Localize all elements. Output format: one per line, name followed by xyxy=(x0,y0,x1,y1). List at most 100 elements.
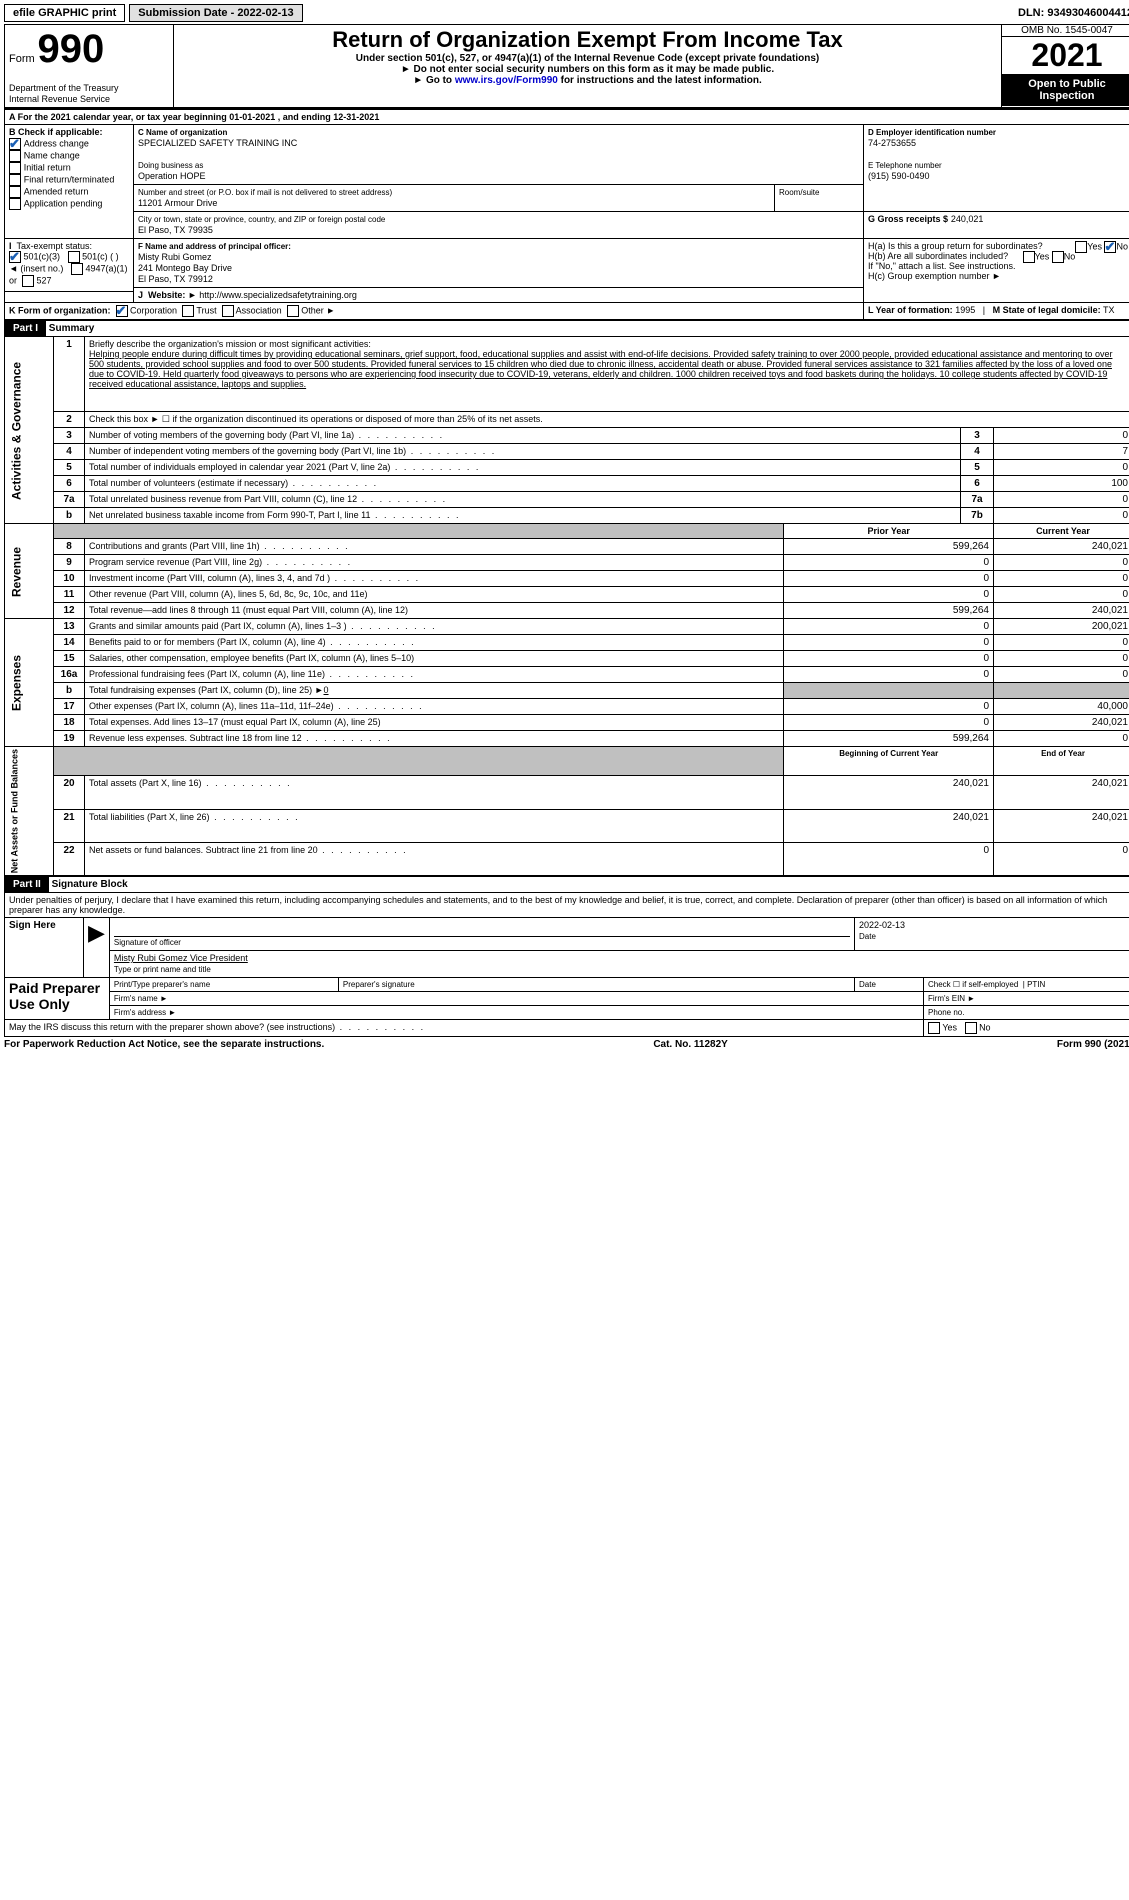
amended-return-label: Amended return xyxy=(24,187,89,197)
name-change-checkbox[interactable] xyxy=(9,150,21,162)
officer-addr1: 241 Montego Bay Drive xyxy=(138,263,232,273)
irs-link[interactable]: www.irs.gov/Form990 xyxy=(455,75,558,86)
ha-no-checkbox[interactable] xyxy=(1104,241,1116,253)
l4: Number of independent voting members of … xyxy=(85,444,961,460)
trust-checkbox[interactable] xyxy=(182,305,194,317)
discuss-yes-checkbox[interactable] xyxy=(928,1022,940,1034)
part1-label: Part I xyxy=(5,321,46,336)
goto-pre: ► Go to xyxy=(413,75,455,86)
corp-checkbox[interactable] xyxy=(116,305,128,317)
website-label: Website: ► xyxy=(148,290,197,300)
v3: 0 xyxy=(994,428,1129,444)
prior-year-hdr: Prior Year xyxy=(784,524,994,539)
v6: 100 xyxy=(994,476,1129,492)
begin-hdr: Beginning of Current Year xyxy=(784,747,994,776)
omb-no: OMB No. 1545-0047 xyxy=(1002,25,1129,37)
hc-label: H(c) Group exemption number ► xyxy=(868,271,1001,281)
paid-preparer-label: Paid Preparer Use Only xyxy=(5,978,110,1020)
v5: 0 xyxy=(994,460,1129,476)
type-name-label: Type or print name and title xyxy=(114,965,211,974)
hb-no-checkbox[interactable] xyxy=(1052,251,1064,263)
l10: Investment income (Part VIII, column (A)… xyxy=(85,571,784,587)
amended-return-checkbox[interactable] xyxy=(9,186,21,198)
org-name: SPECIALIZED SAFETY TRAINING INC xyxy=(138,138,297,148)
discuss-label: May the IRS discuss this return with the… xyxy=(5,1020,924,1037)
l19: Revenue less expenses. Subtract line 18 … xyxy=(85,731,784,747)
pra-notice: For Paperwork Reduction Act Notice, see … xyxy=(4,1039,324,1050)
l13: Grants and similar amounts paid (Part IX… xyxy=(85,619,784,635)
hb-no: No xyxy=(1064,251,1076,261)
e22: 0 xyxy=(994,842,1129,875)
sig-officer-label: Signature of officer xyxy=(114,938,181,947)
g-label: G Gross receipts $ xyxy=(868,214,948,224)
l-label: L Year of formation: xyxy=(868,305,953,315)
assoc-checkbox[interactable] xyxy=(222,305,234,317)
trust-label: Trust xyxy=(196,305,216,315)
hb-label: H(b) Are all subordinates included? xyxy=(868,251,1008,261)
dln-label: DLN: 93493046004412 xyxy=(1018,7,1129,19)
c16a: 0 xyxy=(994,667,1129,683)
firm-name-label: Firm's name ► xyxy=(109,992,923,1006)
hb2-label: If "No," attach a list. See instructions… xyxy=(868,261,1015,271)
dept-treasury: Department of the Treasury xyxy=(9,83,119,93)
vert-governance: Activities & Governance xyxy=(5,337,54,524)
firm-addr-label: Firm's address ► xyxy=(109,1006,923,1020)
discuss-no-checkbox[interactable] xyxy=(965,1022,977,1034)
goto-line: ► Go to www.irs.gov/Form990 for instruct… xyxy=(178,75,997,86)
l18: Total expenses. Add lines 13–17 (must eq… xyxy=(85,715,784,731)
year-formation: 1995 xyxy=(955,305,975,315)
other-checkbox[interactable] xyxy=(287,305,299,317)
501c3-checkbox[interactable] xyxy=(9,251,21,263)
c9: 0 xyxy=(994,555,1129,571)
officer-name: Misty Rubi Gomez xyxy=(138,252,212,262)
footer: For Paperwork Reduction Act Notice, see … xyxy=(4,1039,1129,1050)
c19: 0 xyxy=(994,731,1129,747)
sign-arrow-icon: ▶ xyxy=(84,918,110,978)
527-checkbox[interactable] xyxy=(22,275,34,287)
goto-post: for instructions and the latest informat… xyxy=(561,75,762,86)
discuss-no: No xyxy=(979,1023,991,1033)
v7a: 0 xyxy=(994,492,1129,508)
part1-table: Part I Summary Activities & Governance 1… xyxy=(4,320,1129,876)
final-return-label: Final return/terminated xyxy=(24,175,115,185)
l5: Total number of individuals employed in … xyxy=(85,460,961,476)
cat-no: Cat. No. 11282Y xyxy=(653,1039,727,1050)
k-label: K Form of organization: xyxy=(9,305,111,315)
curr-year-hdr: Current Year xyxy=(994,524,1129,539)
4947-checkbox[interactable] xyxy=(71,263,83,275)
efile-label: efile GRAPHIC print xyxy=(4,4,125,22)
m-label: M State of legal domicile: xyxy=(993,305,1101,315)
c8: 240,021 xyxy=(994,539,1129,555)
prep-date-label: Date xyxy=(855,978,924,992)
tax-exempt-label: Tax-exempt status: xyxy=(17,241,93,251)
address-change-checkbox[interactable] xyxy=(9,138,21,150)
l11: Other revenue (Part VIII, column (A), li… xyxy=(85,587,784,603)
submission-date-button[interactable]: Submission Date - 2022-02-13 xyxy=(129,4,302,22)
discuss-yes: Yes xyxy=(942,1023,957,1033)
501c-checkbox[interactable] xyxy=(68,251,80,263)
final-return-checkbox[interactable] xyxy=(9,174,21,186)
dba-label: Doing business as xyxy=(138,161,203,170)
l20: Total assets (Part X, line 16) xyxy=(85,776,784,809)
line-a: A For the 2021 calendar year, or tax yea… xyxy=(5,110,1129,125)
sign-here-label: Sign Here xyxy=(5,918,84,978)
header-table: Form 990 Department of the Treasury Inte… xyxy=(4,24,1129,109)
p15: 0 xyxy=(784,651,994,667)
ha-yes-checkbox[interactable] xyxy=(1075,241,1087,253)
l2: Check this box ► ☐ if the organization d… xyxy=(85,412,1129,428)
c14: 0 xyxy=(994,635,1129,651)
p16a: 0 xyxy=(784,667,994,683)
p8: 599,264 xyxy=(784,539,994,555)
p14: 0 xyxy=(784,635,994,651)
e20: 240,021 xyxy=(994,776,1129,809)
form-footer: Form 990 (2021) xyxy=(1057,1039,1129,1050)
application-pending-checkbox[interactable] xyxy=(9,198,21,210)
hb-yes-checkbox[interactable] xyxy=(1023,251,1035,263)
c10: 0 xyxy=(994,571,1129,587)
p9: 0 xyxy=(784,555,994,571)
initial-return-checkbox[interactable] xyxy=(9,162,21,174)
l16b: Total fundraising expenses (Part IX, col… xyxy=(85,683,784,699)
b-label: B Check if applicable: xyxy=(9,127,103,137)
p10: 0 xyxy=(784,571,994,587)
l9: Program service revenue (Part VIII, line… xyxy=(85,555,784,571)
